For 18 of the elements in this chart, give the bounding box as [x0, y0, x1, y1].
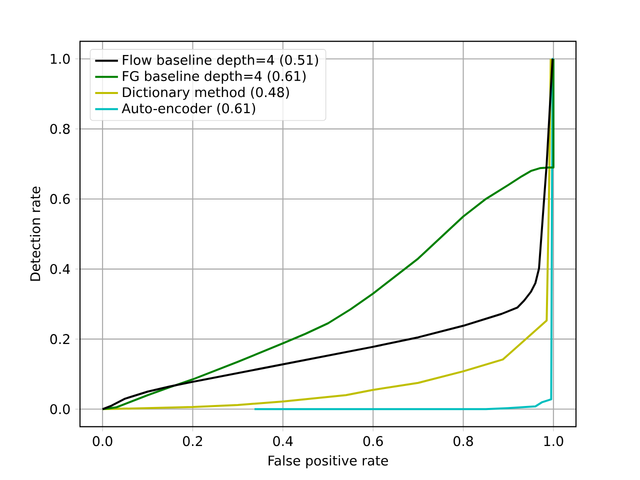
- x-tick-label: 0.6: [363, 436, 383, 446]
- y-tick-label: 0.0: [50, 404, 70, 414]
- y-axis-title: Detection rate: [30, 186, 40, 281]
- x-tick-label: 0.8: [454, 436, 473, 446]
- legend-label: Flow baseline depth=4 (0.51): [122, 54, 318, 68]
- y-tick-label: 0.2: [50, 334, 70, 344]
- legend-label: Dictionary method (0.48): [122, 86, 289, 100]
- y-tick-label: 1.0: [50, 54, 70, 64]
- x-axis-title: False positive rate: [268, 455, 388, 468]
- legend-label: Auto-encoder (0.61): [122, 103, 256, 115]
- legend-label: FG baseline depth=4 (0.61): [122, 70, 306, 84]
- x-tick-label: 1.0: [544, 436, 564, 446]
- y-tick-label: 0.8: [50, 124, 70, 134]
- x-tick-label: 0.2: [183, 436, 202, 446]
- y-tick-label: 0.6: [50, 194, 70, 204]
- x-tick-label: 0.0: [92, 436, 112, 446]
- x-tick-label: 0.4: [273, 436, 293, 446]
- y-tick-label: 0.4: [50, 264, 70, 274]
